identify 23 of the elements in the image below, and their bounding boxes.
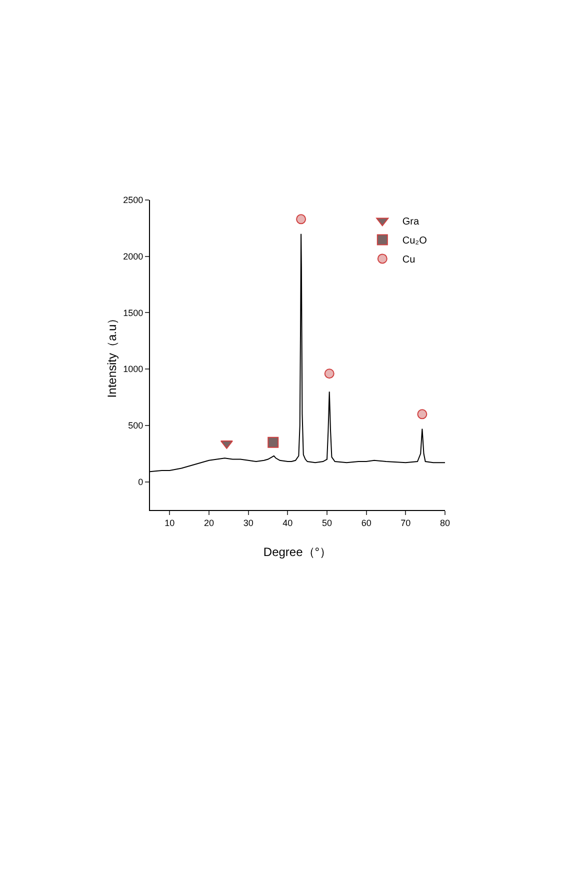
x-axis-title: Degree（°） — [263, 545, 332, 559]
x-tick-label: 80 — [440, 518, 450, 528]
point — [417, 409, 428, 420]
x-tick-label: 40 — [282, 518, 293, 528]
y-tick-label: 2000 — [123, 252, 144, 262]
x-tick-label: 10 — [164, 518, 175, 528]
legend-label: Gra — [402, 216, 420, 228]
y-tick-label: 2500 — [123, 195, 144, 206]
point — [324, 368, 334, 379]
x-tick-label: 60 — [361, 518, 372, 528]
x-tick-label: 50 — [322, 518, 332, 528]
point — [268, 436, 279, 448]
y-tick-label: 1500 — [123, 308, 144, 318]
x-tick-label: 30 — [243, 518, 254, 528]
y-tick-label: 0 — [138, 476, 144, 487]
y-tick-label: 500 — [128, 420, 144, 431]
y-tick-label: 1000 — [123, 364, 144, 374]
x-tick-label: 70 — [400, 518, 411, 528]
x-tick-label: 20 — [204, 518, 214, 528]
y-axis-title: Intensity（a.u） — [105, 312, 119, 398]
point — [296, 214, 306, 224]
legend-label: Cu — [402, 254, 416, 266]
legend-label: Cu₂O — [402, 236, 428, 247]
